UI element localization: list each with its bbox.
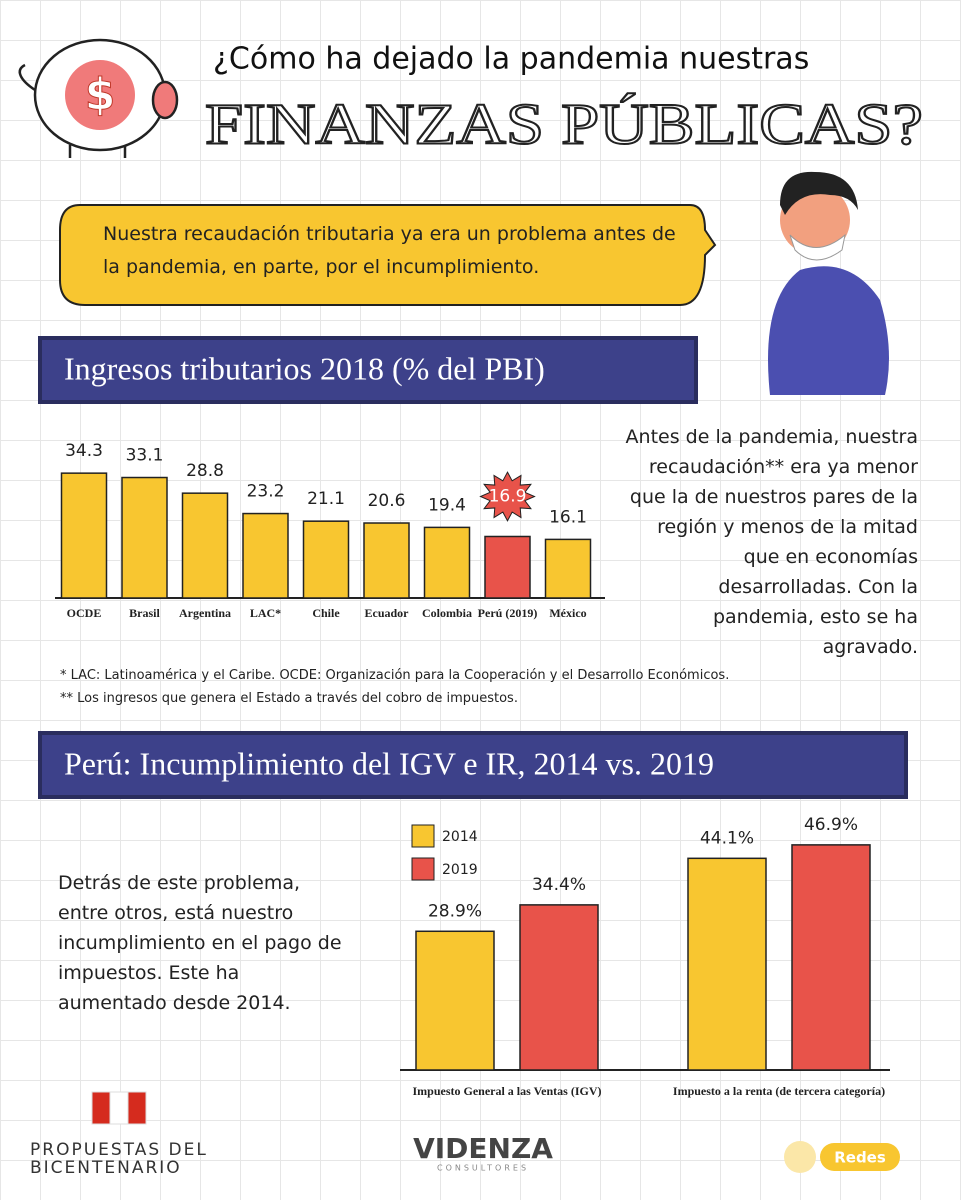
value-label: 16.9 [489, 486, 527, 506]
flag-stripe [91, 1091, 111, 1125]
x-tick-label: Colombia [421, 606, 472, 620]
highlight-burst [479, 471, 536, 522]
banner [42, 340, 694, 400]
bar [181, 492, 229, 599]
bar [121, 476, 168, 599]
bar [423, 526, 471, 599]
brand-sub: CONSULTORES [437, 1164, 529, 1173]
bar [519, 904, 599, 1071]
header-line1: ¿Cómo ha dejado la pandemia nuestras [213, 42, 809, 77]
value-label: 16.1 [549, 507, 587, 527]
bar [544, 538, 592, 599]
bar [415, 930, 495, 1071]
piggy-bank [18, 38, 179, 158]
value-label: 23.2 [247, 482, 285, 502]
bar [242, 512, 289, 599]
value-label: 34.3 [65, 441, 103, 461]
value-label: 19.4 [428, 495, 466, 515]
x-tick-label: Perú (2019) [477, 606, 538, 620]
x-tick-label: Chile [312, 606, 340, 620]
bar [687, 857, 767, 1071]
side-text: Antes de la pandemia, nuestra recaudació… [625, 426, 918, 658]
chart-title: Perú: Incumplimiento del IGV e IR, 2014 … [64, 745, 714, 781]
value-label: 44.1% [700, 828, 754, 848]
x-tick-label: Impuesto a la renta (de tercera categorí… [672, 1084, 886, 1098]
footer-left: BICENTENARIO [30, 1158, 182, 1178]
chart-title: Ingresos tributarios 2018 (% del PBI) [64, 350, 545, 386]
x-tick-label: Argentina [179, 606, 231, 620]
legend-label: 2019 [442, 862, 478, 878]
brand: VIDENZA [413, 1132, 553, 1165]
bar [791, 844, 871, 1071]
x-tick-label: Brasil [129, 606, 160, 620]
footer-left: PROPUESTAS DEL [30, 1140, 208, 1160]
value-label: 33.1 [126, 446, 164, 466]
footnote: ** Los ingresos que genera el Estado a t… [60, 691, 518, 706]
side-text-2: Detrás de este problema, entre otros, es… [58, 872, 342, 1014]
bar [60, 472, 108, 599]
x-tick-label: Ecuador [364, 606, 409, 620]
bar [302, 520, 350, 599]
x-tick-label: México [549, 606, 587, 620]
speech-bubble [59, 204, 717, 306]
value-label: 21.1 [307, 489, 345, 509]
flag-stripe [127, 1091, 147, 1125]
value-label: 34.4% [532, 875, 586, 895]
value-label: 28.8 [186, 461, 224, 481]
badge-label: Redes [834, 1149, 886, 1167]
legend-swatch [411, 857, 435, 881]
legend-label: 2014 [442, 829, 478, 845]
x-tick-label: LAC* [249, 606, 282, 620]
value-label: 46.9% [804, 815, 858, 835]
header-line2: FINANZAS PÚBLICAS? [205, 91, 923, 156]
legend-swatch [411, 824, 435, 848]
footnote: * LAC: Latinoamérica y el Caribe. OCDE: … [60, 668, 730, 683]
dollar-sign: $ [85, 69, 116, 120]
badge-deco [784, 1141, 816, 1173]
bar [484, 535, 531, 599]
value-label: 20.6 [368, 491, 406, 511]
x-tick-label: Impuesto General a las Ventas (IGV) [412, 1084, 602, 1098]
bubble-text: Nuestra recaudación tributaria ya era un… [103, 223, 676, 278]
x-tick-label: OCDE [66, 606, 102, 620]
badge [820, 1143, 900, 1171]
banner [42, 735, 904, 795]
bar [363, 522, 410, 599]
person-illustration [768, 171, 889, 395]
value-label: 28.9% [428, 901, 482, 921]
flag-stripe [109, 1091, 129, 1125]
